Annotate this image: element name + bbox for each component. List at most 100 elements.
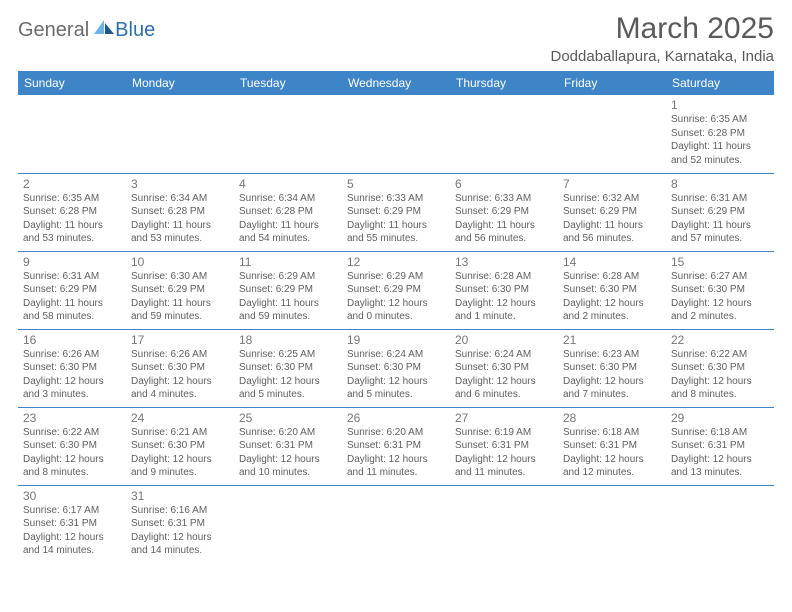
sunrise-text: Sunrise: 6:22 AM bbox=[23, 426, 121, 440]
day-cell: 20Sunrise: 6:24 AMSunset: 6:30 PMDayligh… bbox=[450, 329, 558, 407]
sunrise-text: Sunrise: 6:24 AM bbox=[455, 348, 553, 362]
day-number: 22 bbox=[671, 333, 769, 347]
logo-text-general: General bbox=[18, 19, 89, 42]
day-info: Sunrise: 6:20 AMSunset: 6:31 PMDaylight:… bbox=[347, 426, 445, 480]
day-number: 1 bbox=[671, 98, 769, 112]
day-number: 12 bbox=[347, 255, 445, 269]
day-cell: 11Sunrise: 6:29 AMSunset: 6:29 PMDayligh… bbox=[234, 251, 342, 329]
day-number: 13 bbox=[455, 255, 553, 269]
day-number: 16 bbox=[23, 333, 121, 347]
sunrise-text: Sunrise: 6:19 AM bbox=[455, 426, 553, 440]
day-info: Sunrise: 6:24 AMSunset: 6:30 PMDaylight:… bbox=[347, 348, 445, 402]
calendar-body: 1Sunrise: 6:35 AMSunset: 6:28 PMDaylight… bbox=[18, 95, 774, 563]
day-number: 19 bbox=[347, 333, 445, 347]
daylight-text: Daylight: 12 hours and 14 minutes. bbox=[131, 531, 229, 558]
week-row: 23Sunrise: 6:22 AMSunset: 6:30 PMDayligh… bbox=[18, 407, 774, 485]
page-header: General Blue March 2025 Doddaballapura, … bbox=[18, 12, 774, 65]
day-number: 31 bbox=[131, 489, 229, 503]
sunset-text: Sunset: 6:29 PM bbox=[23, 283, 121, 297]
day-number: 27 bbox=[455, 411, 553, 425]
calendar-table: Sunday Monday Tuesday Wednesday Thursday… bbox=[18, 71, 774, 563]
sunset-text: Sunset: 6:30 PM bbox=[23, 439, 121, 453]
sunset-text: Sunset: 6:31 PM bbox=[563, 439, 661, 453]
sunset-text: Sunset: 6:31 PM bbox=[671, 439, 769, 453]
week-row: 9Sunrise: 6:31 AMSunset: 6:29 PMDaylight… bbox=[18, 251, 774, 329]
day-cell: 6Sunrise: 6:33 AMSunset: 6:29 PMDaylight… bbox=[450, 173, 558, 251]
day-number: 11 bbox=[239, 255, 337, 269]
daylight-text: Daylight: 12 hours and 2 minutes. bbox=[563, 297, 661, 324]
daylight-text: Daylight: 11 hours and 59 minutes. bbox=[131, 297, 229, 324]
day-info: Sunrise: 6:25 AMSunset: 6:30 PMDaylight:… bbox=[239, 348, 337, 402]
day-info: Sunrise: 6:34 AMSunset: 6:28 PMDaylight:… bbox=[131, 192, 229, 246]
daylight-text: Daylight: 12 hours and 4 minutes. bbox=[131, 375, 229, 402]
week-row: 30Sunrise: 6:17 AMSunset: 6:31 PMDayligh… bbox=[18, 485, 774, 563]
day-info: Sunrise: 6:19 AMSunset: 6:31 PMDaylight:… bbox=[455, 426, 553, 480]
day-cell: 21Sunrise: 6:23 AMSunset: 6:30 PMDayligh… bbox=[558, 329, 666, 407]
daylight-text: Daylight: 11 hours and 55 minutes. bbox=[347, 219, 445, 246]
dow-sunday: Sunday bbox=[18, 71, 126, 95]
day-info: Sunrise: 6:35 AMSunset: 6:28 PMDaylight:… bbox=[671, 113, 769, 167]
day-cell bbox=[558, 485, 666, 563]
daylight-text: Daylight: 12 hours and 5 minutes. bbox=[347, 375, 445, 402]
day-cell bbox=[558, 95, 666, 173]
sunset-text: Sunset: 6:31 PM bbox=[347, 439, 445, 453]
day-info: Sunrise: 6:33 AMSunset: 6:29 PMDaylight:… bbox=[347, 192, 445, 246]
dow-friday: Friday bbox=[558, 71, 666, 95]
daylight-text: Daylight: 12 hours and 13 minutes. bbox=[671, 453, 769, 480]
day-number: 21 bbox=[563, 333, 661, 347]
day-cell: 16Sunrise: 6:26 AMSunset: 6:30 PMDayligh… bbox=[18, 329, 126, 407]
daylight-text: Daylight: 11 hours and 57 minutes. bbox=[671, 219, 769, 246]
day-info: Sunrise: 6:26 AMSunset: 6:30 PMDaylight:… bbox=[23, 348, 121, 402]
sunrise-text: Sunrise: 6:20 AM bbox=[347, 426, 445, 440]
sunset-text: Sunset: 6:31 PM bbox=[455, 439, 553, 453]
daylight-text: Daylight: 11 hours and 53 minutes. bbox=[23, 219, 121, 246]
sunset-text: Sunset: 6:31 PM bbox=[239, 439, 337, 453]
day-cell: 27Sunrise: 6:19 AMSunset: 6:31 PMDayligh… bbox=[450, 407, 558, 485]
day-info: Sunrise: 6:22 AMSunset: 6:30 PMDaylight:… bbox=[23, 426, 121, 480]
day-cell bbox=[18, 95, 126, 173]
dow-thursday: Thursday bbox=[450, 71, 558, 95]
daylight-text: Daylight: 12 hours and 1 minute. bbox=[455, 297, 553, 324]
day-number: 2 bbox=[23, 177, 121, 191]
week-row: 16Sunrise: 6:26 AMSunset: 6:30 PMDayligh… bbox=[18, 329, 774, 407]
sunset-text: Sunset: 6:31 PM bbox=[23, 517, 121, 531]
daylight-text: Daylight: 11 hours and 59 minutes. bbox=[239, 297, 337, 324]
sunset-text: Sunset: 6:30 PM bbox=[563, 283, 661, 297]
sunrise-text: Sunrise: 6:32 AM bbox=[563, 192, 661, 206]
sunrise-text: Sunrise: 6:26 AM bbox=[23, 348, 121, 362]
sunrise-text: Sunrise: 6:33 AM bbox=[455, 192, 553, 206]
month-title: March 2025 bbox=[551, 12, 775, 46]
title-block: March 2025 Doddaballapura, Karnataka, In… bbox=[551, 12, 775, 65]
day-number: 26 bbox=[347, 411, 445, 425]
sunset-text: Sunset: 6:31 PM bbox=[131, 517, 229, 531]
dow-monday: Monday bbox=[126, 71, 234, 95]
day-info: Sunrise: 6:27 AMSunset: 6:30 PMDaylight:… bbox=[671, 270, 769, 324]
day-cell: 1Sunrise: 6:35 AMSunset: 6:28 PMDaylight… bbox=[666, 95, 774, 173]
daylight-text: Daylight: 11 hours and 54 minutes. bbox=[239, 219, 337, 246]
sunset-text: Sunset: 6:30 PM bbox=[23, 361, 121, 375]
daylight-text: Daylight: 11 hours and 56 minutes. bbox=[455, 219, 553, 246]
day-cell bbox=[234, 95, 342, 173]
sunrise-text: Sunrise: 6:24 AM bbox=[347, 348, 445, 362]
dow-wednesday: Wednesday bbox=[342, 71, 450, 95]
day-info: Sunrise: 6:21 AMSunset: 6:30 PMDaylight:… bbox=[131, 426, 229, 480]
day-cell: 2Sunrise: 6:35 AMSunset: 6:28 PMDaylight… bbox=[18, 173, 126, 251]
daylight-text: Daylight: 11 hours and 56 minutes. bbox=[563, 219, 661, 246]
day-cell: 14Sunrise: 6:28 AMSunset: 6:30 PMDayligh… bbox=[558, 251, 666, 329]
sunset-text: Sunset: 6:29 PM bbox=[671, 205, 769, 219]
sunrise-text: Sunrise: 6:29 AM bbox=[239, 270, 337, 284]
day-number: 30 bbox=[23, 489, 121, 503]
day-info: Sunrise: 6:29 AMSunset: 6:29 PMDaylight:… bbox=[239, 270, 337, 324]
sunset-text: Sunset: 6:28 PM bbox=[239, 205, 337, 219]
sunset-text: Sunset: 6:29 PM bbox=[347, 283, 445, 297]
location-text: Doddaballapura, Karnataka, India bbox=[551, 48, 775, 65]
day-info: Sunrise: 6:32 AMSunset: 6:29 PMDaylight:… bbox=[563, 192, 661, 246]
sunrise-text: Sunrise: 6:28 AM bbox=[455, 270, 553, 284]
day-cell: 4Sunrise: 6:34 AMSunset: 6:28 PMDaylight… bbox=[234, 173, 342, 251]
day-number: 3 bbox=[131, 177, 229, 191]
day-info: Sunrise: 6:16 AMSunset: 6:31 PMDaylight:… bbox=[131, 504, 229, 558]
day-info: Sunrise: 6:34 AMSunset: 6:28 PMDaylight:… bbox=[239, 192, 337, 246]
sunrise-text: Sunrise: 6:22 AM bbox=[671, 348, 769, 362]
day-number: 14 bbox=[563, 255, 661, 269]
day-number: 4 bbox=[239, 177, 337, 191]
